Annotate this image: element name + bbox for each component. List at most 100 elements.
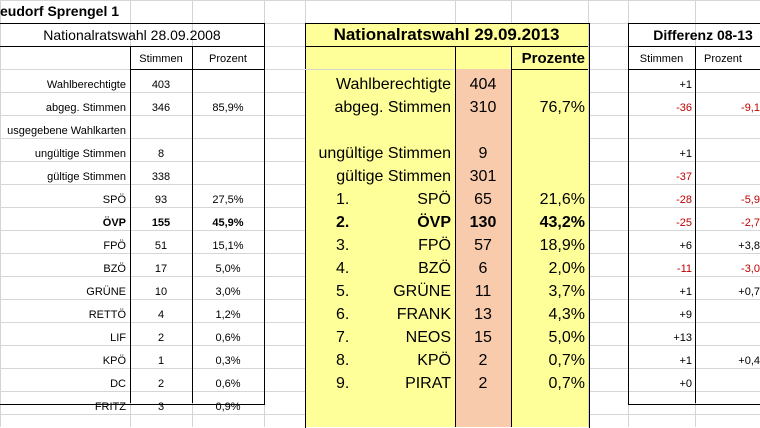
left-row-label: BZÖ [103,263,126,275]
left-row-label: LIF [110,332,126,344]
middle-row-stimmen: 13 [474,306,492,323]
left-row-label: Wahlberechtigte [46,79,126,91]
middle-row-prozent: 0,7% [548,375,585,392]
right-col-prozent: Prozent [704,53,742,65]
right-row-stimmen: +6 [679,240,692,252]
left-row-label: SPÖ [102,194,126,206]
right-row-stimmen: -36 [676,102,692,114]
left-row-label: gültige Stimmen [47,171,126,183]
middle-row-stimmen: 130 [469,214,497,231]
right-row-stimmen: +1 [679,355,692,367]
left-row-prozent: 27,5% [212,194,244,206]
middle-table-fill [305,23,588,427]
right-row-prozent: -3,0 [741,263,760,275]
middle-row-stimmen: 6 [478,260,488,277]
left-row-prozent: 1,2% [215,309,241,321]
middle-row-label: KPÖ [417,352,451,369]
middle-row-label: BZÖ [418,260,451,277]
left-row-stimmen: 17 [154,263,168,275]
left-row-stimmen: 346 [151,102,171,114]
middle-row-prozent: 21,6% [539,191,585,208]
left-row-stimmen: 93 [154,194,168,206]
middle-row-stimmen: 57 [474,237,492,254]
middle-row-stimmen: 11 [474,283,492,300]
middle-row-prozent: 43,2% [539,214,585,231]
right-row-stimmen: +1 [679,286,692,298]
left-row-prozent: 45,9% [212,217,244,229]
left-row-prozent: 3,0% [215,286,241,298]
left-row-stimmen: 4 [157,309,165,321]
left-row-label: RETTÖ [88,309,126,321]
left-row-prozent: 85,9% [212,102,244,114]
left-row-stimmen: 3 [157,401,165,413]
right-header: Differenz 08-13 [653,27,753,43]
left-row-stimmen: 1 [157,355,165,367]
middle-row-stimmen: 310 [469,99,497,116]
right-row-stimmen: -25 [676,217,692,229]
left-row-stimmen: 2 [157,378,165,390]
middle-row-stimmen: 9 [478,145,488,162]
middle-row-prozent: 18,9% [539,237,585,254]
middle-row-prozent: 4,3% [548,306,585,323]
middle-stimmen-column-fill [455,69,511,427]
middle-row-rank: 2. [336,214,350,231]
middle-row-label: ungültige Stimmen [318,145,451,162]
left-col-prozent: Prozent [209,53,247,65]
middle-row-stimmen: 301 [469,168,497,185]
left-row-label: abgeg. Stimmen [45,102,126,114]
middle-row-prozent: 5,0% [548,329,585,346]
middle-row-label: SPÖ [417,191,451,208]
left-row-prozent: 5,0% [215,263,241,275]
middle-row-stimmen: 65 [474,191,492,208]
left-row-prozent: 0,9% [215,401,241,413]
left-row-label: ÖVP [102,217,126,229]
right-row-prozent: +0,4 [738,355,760,367]
middle-row-label: PIRAT [405,375,451,392]
right-row-prozent: +0,7 [738,286,760,298]
right-table [628,23,760,405]
right-row-prozent: +3,8 [738,240,760,252]
middle-row-rank: 6. [336,306,350,323]
left-row-label: DC [110,378,126,390]
middle-row-stimmen: 15 [474,329,492,346]
middle-row-prozent: 3,7% [548,283,585,300]
left-row-stimmen: 10 [154,286,168,298]
left-row-stimmen: 403 [151,79,171,91]
middle-row-rank: 7. [336,329,350,346]
middle-col-prozente: Prozente [521,50,585,67]
right-row-stimmen: +13 [673,332,692,344]
right-row-stimmen: +9 [679,309,692,321]
right-row-prozent: -5,9 [741,194,760,206]
right-row-stimmen: +0 [679,378,692,390]
left-row-prozent: 0,3% [215,355,241,367]
middle-row-prozent: 0,7% [548,352,585,369]
left-row-stimmen: 155 [151,217,171,229]
middle-row-label: FRANK [396,306,451,323]
left-row-label: GRÜNE [86,286,126,298]
middle-row-label: NEOS [405,329,451,346]
middle-row-rank: 8. [336,352,350,369]
middle-header: Nationalratswahl 29.09.2013 [333,25,560,44]
middle-row-label: Wahlberechtigte [335,76,451,93]
middle-row-rank: 5. [336,283,350,300]
middle-row-prozent: 76,7% [539,99,585,116]
right-row-stimmen: +1 [679,79,692,91]
middle-row-label: gültige Stimmen [336,168,451,185]
left-row-prozent: 0,6% [215,378,241,390]
middle-row-label: FPÖ [418,237,451,254]
middle-row-prozent: 2,0% [548,260,585,277]
left-row-stimmen: 2 [157,332,165,344]
left-header: Nationalratswahl 28.09.2008 [43,27,221,43]
left-row-label: ungültige Stimmen [34,148,126,160]
right-row-prozent: -2,7 [741,217,760,229]
middle-row-rank: 1. [336,191,350,208]
left-row-label: FPÖ [103,240,126,252]
middle-row-label: abgeg. Stimmen [334,99,451,116]
left-col-stimmen: Stimmen [139,53,183,65]
middle-row-stimmen: 404 [469,76,497,93]
middle-row-label: GRÜNE [393,283,451,300]
middle-table [305,23,590,428]
left-table [0,23,265,405]
middle-row-rank: 9. [336,375,350,392]
middle-row-stimmen: 2 [478,375,488,392]
